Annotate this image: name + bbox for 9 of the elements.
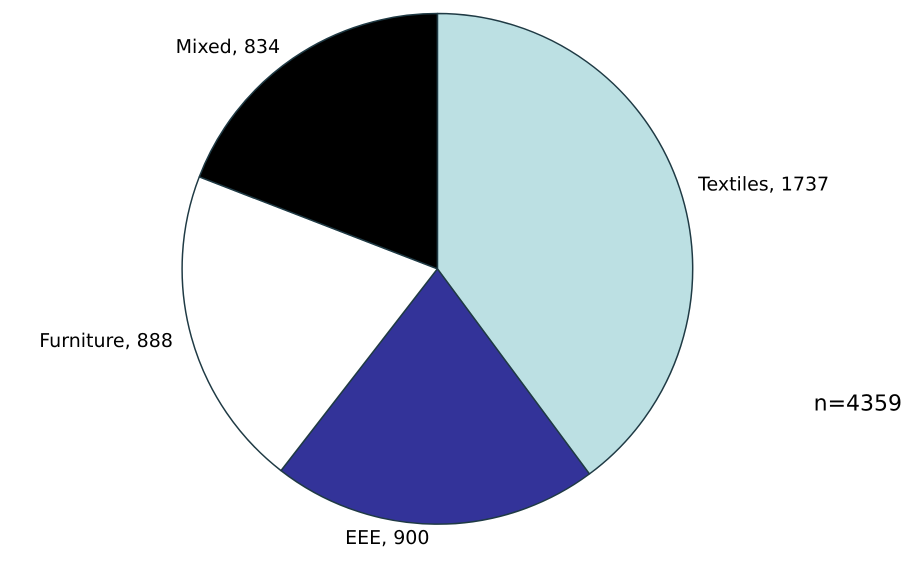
slice-label: Mixed (176, 36, 232, 58)
slice-label: EEE (345, 527, 382, 550)
slice-label: Textiles (697, 173, 769, 196)
data-label: , 888 (124, 330, 173, 352)
data-label: , 1737 (768, 173, 830, 196)
text: n=4359 (814, 392, 902, 416)
data-label: , 900 (381, 527, 430, 550)
data-label: , 834 (232, 36, 280, 58)
slice-label: Furniture (39, 330, 125, 352)
